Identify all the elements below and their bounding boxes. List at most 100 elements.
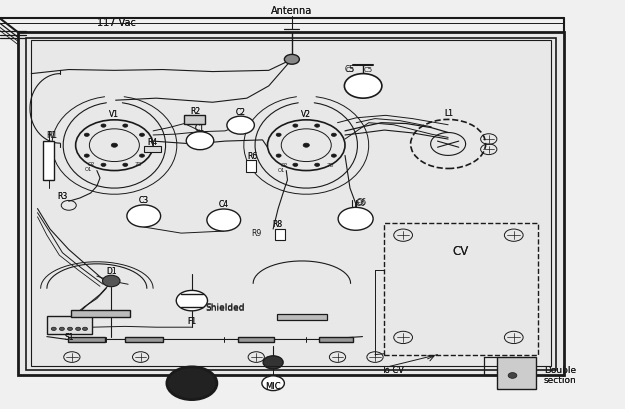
Text: C2: C2 [236, 108, 246, 117]
Circle shape [102, 275, 120, 287]
Circle shape [51, 327, 56, 330]
Bar [47, 316, 92, 334]
Bar [31, 40, 551, 366]
Text: F1: F1 [188, 317, 196, 326]
Text: 7O: 7O [135, 162, 142, 167]
Circle shape [76, 327, 81, 330]
Text: MIC: MIC [266, 382, 281, 391]
Bar [43, 141, 54, 180]
Bar [26, 38, 556, 370]
Circle shape [263, 356, 283, 369]
Bar [68, 337, 105, 342]
Bar [497, 357, 536, 389]
Circle shape [101, 163, 106, 166]
Circle shape [186, 132, 214, 150]
Circle shape [167, 367, 217, 400]
Circle shape [127, 205, 161, 227]
Circle shape [344, 74, 382, 98]
Bar [277, 314, 327, 320]
Bar [144, 146, 161, 152]
Circle shape [84, 154, 89, 157]
Circle shape [176, 290, 208, 311]
Text: C6: C6 [357, 198, 367, 207]
Text: R3: R3 [57, 192, 67, 201]
Text: L1: L1 [444, 109, 453, 118]
Bar [184, 115, 205, 124]
Circle shape [139, 133, 144, 137]
Text: CV: CV [452, 245, 469, 258]
Text: C1: C1 [195, 124, 205, 133]
Bar [125, 337, 162, 342]
Text: D1: D1 [106, 267, 116, 276]
Text: R8: R8 [272, 220, 282, 229]
Text: Shielded: Shielded [205, 304, 244, 313]
Text: V1: V1 [109, 110, 119, 119]
Text: R3: R3 [57, 192, 67, 201]
Circle shape [331, 133, 336, 137]
Text: V1: V1 [109, 110, 119, 119]
Circle shape [227, 116, 254, 134]
Circle shape [111, 143, 118, 147]
Text: R1: R1 [46, 131, 56, 140]
Text: C3: C3 [139, 196, 149, 205]
Bar [18, 32, 564, 375]
Text: C2: C2 [236, 108, 246, 117]
Text: Double
section: Double section [544, 366, 576, 385]
Text: R8: R8 [272, 220, 282, 229]
Text: R6: R6 [247, 152, 257, 161]
Text: 117 Vac: 117 Vac [97, 18, 136, 28]
Text: R6: R6 [247, 152, 257, 161]
Text: O2: O2 [88, 162, 96, 167]
Text: R1: R1 [47, 131, 57, 140]
Bar [275, 229, 285, 240]
Text: Antenna: Antenna [271, 7, 312, 16]
Text: Antenna: Antenna [271, 7, 312, 16]
Text: R4: R4 [148, 138, 158, 147]
Text: D1: D1 [106, 267, 116, 276]
Circle shape [314, 163, 319, 166]
Text: L1: L1 [444, 109, 453, 118]
Circle shape [122, 163, 127, 166]
Circle shape [276, 154, 281, 157]
Text: C5: C5 [346, 67, 354, 73]
Text: Double
section: Double section [544, 366, 576, 385]
Text: S1: S1 [64, 333, 74, 342]
Text: Shielded: Shielded [205, 303, 244, 312]
Text: To CV: To CV [381, 366, 404, 375]
Text: R9: R9 [251, 229, 261, 238]
Circle shape [82, 327, 88, 330]
Bar [71, 310, 130, 317]
Text: O1: O1 [85, 167, 92, 172]
Text: C4: C4 [219, 200, 229, 209]
Text: O1: O1 [278, 168, 285, 173]
Text: C5: C5 [345, 65, 355, 74]
Text: F1: F1 [188, 317, 196, 326]
Circle shape [293, 124, 298, 127]
Circle shape [122, 124, 127, 127]
Text: MIC: MIC [266, 382, 281, 391]
Text: V2: V2 [301, 110, 311, 119]
Text: R2: R2 [190, 107, 200, 116]
Text: R2: R2 [190, 107, 200, 116]
Circle shape [314, 124, 319, 127]
Circle shape [59, 327, 64, 330]
Circle shape [68, 327, 72, 330]
Circle shape [284, 54, 299, 64]
Circle shape [338, 207, 373, 230]
Circle shape [293, 163, 298, 166]
Text: 117 Vac: 117 Vac [97, 18, 136, 28]
Text: V2: V2 [301, 110, 311, 119]
Text: To CV: To CV [381, 366, 404, 375]
Circle shape [207, 209, 241, 231]
Text: R4: R4 [148, 138, 158, 147]
Text: O2: O2 [281, 163, 288, 168]
Circle shape [262, 376, 284, 391]
Text: C3: C3 [139, 196, 149, 205]
Circle shape [508, 373, 517, 378]
Text: C6: C6 [356, 199, 366, 208]
Circle shape [84, 133, 89, 137]
Circle shape [331, 154, 336, 157]
Text: +: + [354, 200, 360, 206]
Text: C5: C5 [363, 67, 372, 73]
Text: 7O: 7O [326, 163, 334, 168]
